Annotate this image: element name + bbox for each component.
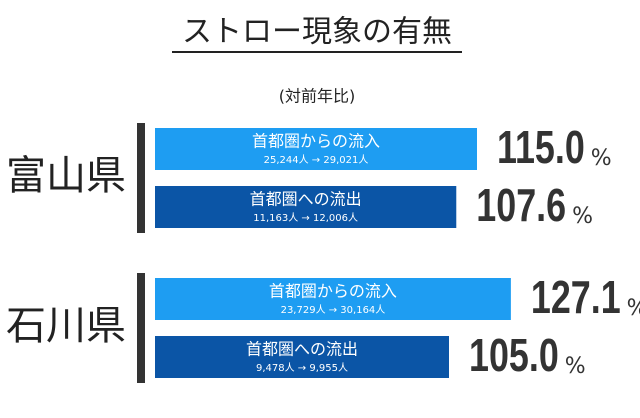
value-label: 115.0 (497, 122, 585, 173)
unit-label: % (565, 354, 586, 379)
subtitle: (対前年比) (279, 87, 356, 106)
bar (155, 278, 511, 320)
group-label: 石川県 (6, 303, 126, 349)
bar (155, 336, 449, 378)
bar-detail: 25,244人 → 29,021人 (264, 154, 369, 166)
group-bar (137, 123, 145, 233)
bar-label: 首都圏からの流入 (269, 282, 397, 301)
bar-detail: 9,478人 → 9,955人 (256, 362, 348, 374)
group-label: 富山県 (6, 153, 126, 199)
unit-label: % (627, 296, 640, 321)
unit-label: % (591, 146, 612, 171)
value-label: 127.1 (531, 272, 621, 323)
bar-label: 首都圏への流出 (246, 340, 358, 359)
bar (155, 128, 477, 170)
unit-label: % (572, 204, 593, 229)
bar (155, 186, 457, 228)
group-bar (137, 273, 145, 383)
bar-detail: 11,163人 → 12,006人 (253, 212, 358, 224)
bar-detail: 23,729人 → 30,164人 (281, 304, 386, 316)
chart-title: ストロー現象の有無 (182, 15, 452, 50)
value-label: 107.6 (476, 180, 566, 231)
bar-label: 首都圏への流出 (250, 190, 362, 209)
value-label: 105.0 (469, 330, 559, 381)
bar-label: 首都圏からの流入 (252, 132, 380, 151)
